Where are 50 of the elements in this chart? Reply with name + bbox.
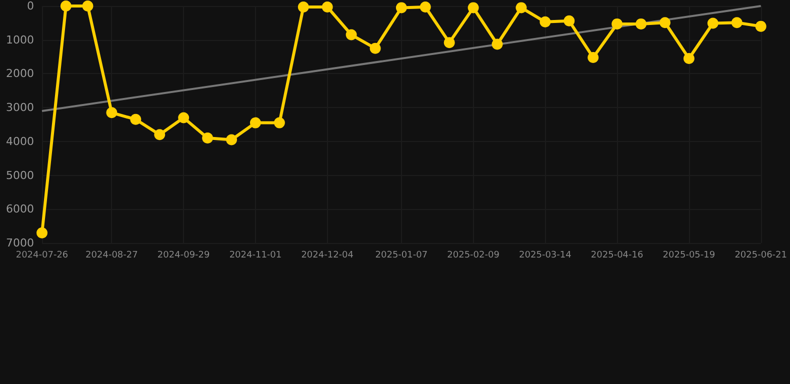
point bbox=[588, 52, 599, 63]
point bbox=[36, 227, 48, 238]
x-tick-label: 2024-07-26 bbox=[16, 250, 68, 260]
point bbox=[106, 107, 118, 118]
x-tick-label: 2025-01-07 bbox=[375, 250, 428, 260]
point bbox=[178, 112, 190, 124]
x-tick-label: 2024-09-29 bbox=[157, 250, 210, 260]
y-tick-label: 0 bbox=[27, 0, 34, 12]
point bbox=[683, 52, 694, 64]
point bbox=[250, 117, 261, 128]
point bbox=[60, 0, 72, 12]
x-tick-label: 2025-05-19 bbox=[662, 250, 716, 260]
y-tick-label: 7000 bbox=[6, 236, 34, 250]
point bbox=[420, 2, 431, 13]
x-tick-label: 2025-02-09 bbox=[447, 250, 500, 260]
x-tick-label: 2025-04-16 bbox=[590, 250, 644, 260]
point bbox=[660, 17, 670, 28]
point bbox=[516, 2, 527, 14]
y-tick-label: 4000 bbox=[6, 134, 34, 148]
point bbox=[226, 134, 238, 146]
point bbox=[707, 18, 718, 29]
y-tick-label: 5000 bbox=[6, 168, 34, 182]
point bbox=[370, 42, 381, 54]
x-tick-label: 2024-08-27 bbox=[86, 250, 138, 260]
point bbox=[612, 18, 623, 30]
point bbox=[492, 38, 503, 50]
point bbox=[298, 2, 309, 13]
y-tick-label: 6000 bbox=[6, 202, 34, 216]
x-tick-label: 2025-03-14 bbox=[519, 250, 572, 260]
point bbox=[396, 2, 407, 14]
y-tick-label: 3000 bbox=[6, 101, 34, 114]
point bbox=[636, 18, 647, 30]
point bbox=[274, 117, 285, 128]
x-tick-label: 2025-06-21 bbox=[734, 250, 788, 260]
point bbox=[731, 17, 742, 28]
point bbox=[468, 2, 479, 14]
point bbox=[444, 37, 455, 48]
point bbox=[202, 132, 214, 144]
point bbox=[346, 29, 357, 40]
point bbox=[540, 16, 551, 28]
point bbox=[82, 0, 94, 12]
x-tick-label: 2024-12-04 bbox=[301, 250, 354, 260]
y-tick-label: 2000 bbox=[6, 67, 34, 80]
point bbox=[755, 20, 766, 32]
x-tick-label: 2024-11-01 bbox=[229, 250, 282, 260]
point bbox=[130, 114, 142, 125]
point bbox=[322, 2, 333, 13]
y-tick-label: 1000 bbox=[6, 33, 34, 46]
point bbox=[564, 15, 575, 26]
point bbox=[154, 129, 166, 140]
